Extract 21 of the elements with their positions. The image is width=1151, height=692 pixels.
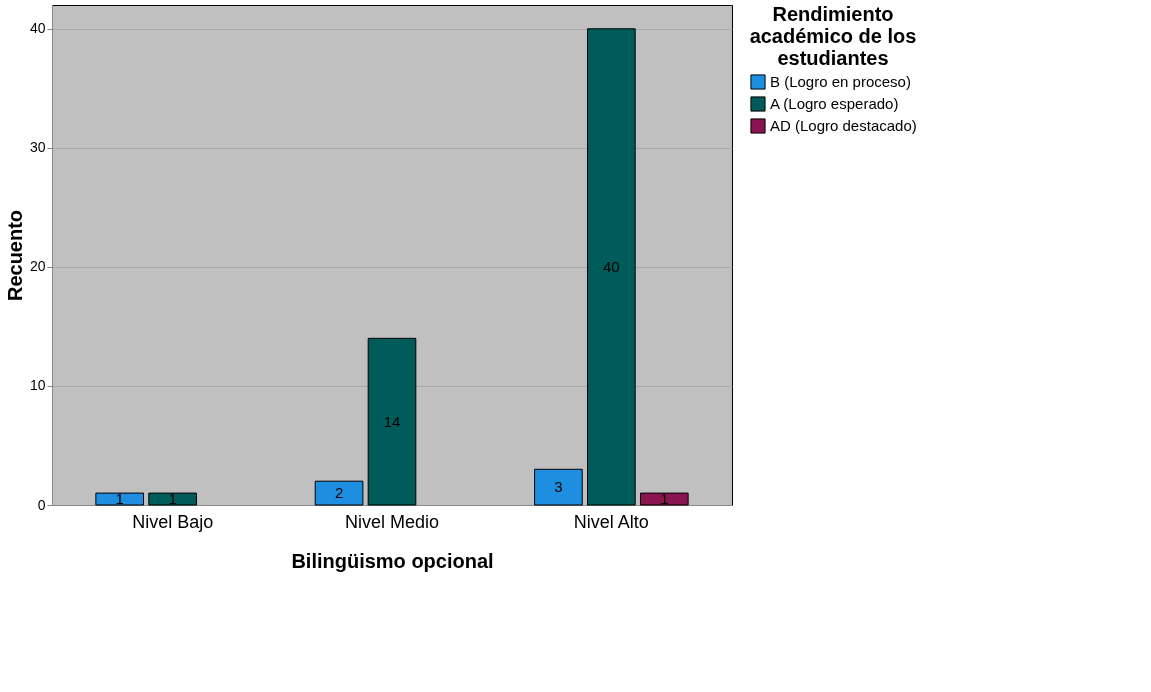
y-tick-label: 30: [29, 139, 46, 156]
data-label: 1: [660, 490, 669, 508]
data-label: 1: [168, 490, 177, 508]
legend-label: A (Logro esperado): [770, 95, 899, 112]
y-tick-label: 10: [29, 377, 46, 394]
data-label: 1: [115, 490, 124, 508]
y-tick-label: 0: [37, 496, 46, 513]
x-tick-label: Nivel Bajo: [132, 511, 214, 532]
data-label: 3: [554, 478, 563, 496]
y-axis-title: Recuento: [3, 209, 26, 302]
legend-label: B (Logro en proceso): [770, 73, 911, 90]
data-label: 40: [603, 257, 620, 275]
y-tick-label: 20: [29, 258, 46, 275]
legend-title: Rendimiento académico de los estudiantes: [749, 3, 917, 69]
x-tick-label: Nivel Alto: [573, 511, 649, 532]
x-axis-title: Bilingüismo opcional: [291, 549, 494, 572]
data-label: 2: [334, 484, 344, 502]
y-tick-label: 40: [29, 20, 46, 37]
x-tick-label: Nivel Medio: [344, 511, 440, 532]
data-label: 14: [383, 412, 401, 430]
legend-label: AD (Logro destacado): [770, 117, 917, 134]
